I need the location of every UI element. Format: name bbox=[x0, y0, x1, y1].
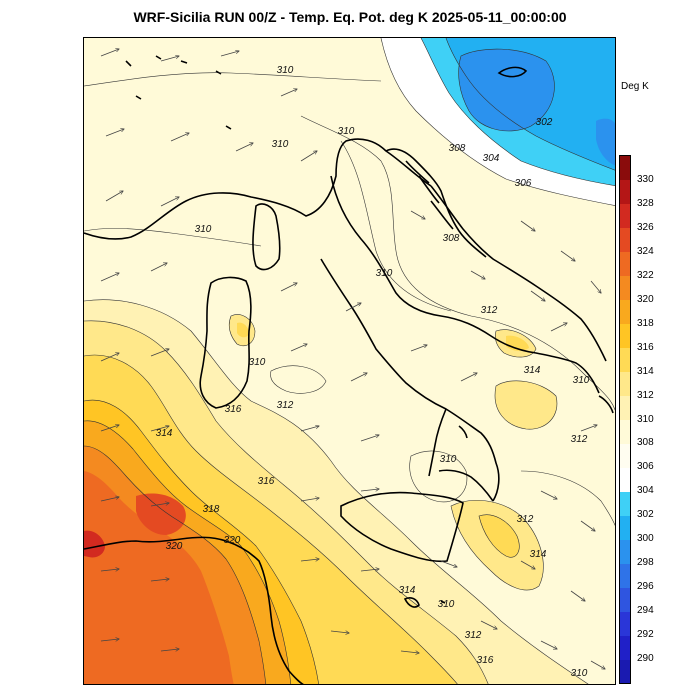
colorbar-tick-label: 304 bbox=[637, 485, 654, 497]
colorbar-segment bbox=[620, 203, 630, 229]
colorbar-tick-label: 322 bbox=[637, 269, 654, 281]
colorbar-tick-label: 330 bbox=[637, 173, 654, 185]
colorbar-tick-label: 310 bbox=[637, 413, 654, 425]
contour-label: 316 bbox=[225, 404, 242, 415]
colorbar-tick-label: 306 bbox=[637, 461, 654, 473]
field-328-west bbox=[84, 530, 105, 558]
wind-arrows bbox=[100, 49, 605, 669]
chart-title: WRF-Sicilia RUN 00/Z - Temp. Eq. Pot. de… bbox=[133, 9, 567, 25]
colorbar-tick-label: 326 bbox=[637, 221, 654, 233]
colorbar-tick-label: 314 bbox=[637, 365, 654, 377]
contour-label: 312 bbox=[277, 400, 294, 411]
contour-label: 308 bbox=[449, 143, 466, 154]
field-324-west bbox=[84, 471, 234, 684]
colorbar-tick-label: 320 bbox=[637, 293, 654, 305]
colorbar-segment bbox=[620, 491, 630, 516]
colorbar-tick-label: 294 bbox=[637, 605, 654, 617]
colorbar-segment bbox=[620, 539, 630, 564]
colorbar-segment bbox=[620, 563, 630, 588]
colorbar-segment bbox=[620, 227, 630, 253]
colorbar-segment bbox=[620, 323, 630, 349]
colorbar-tick-label: 298 bbox=[637, 557, 654, 569]
field-326-west bbox=[136, 493, 186, 535]
contour-label: 312 bbox=[517, 514, 534, 525]
contour-label: 310 bbox=[573, 375, 590, 386]
contour-label: 312 bbox=[481, 305, 498, 316]
contour-label: 318 bbox=[203, 504, 220, 515]
contour-label: 310 bbox=[272, 139, 289, 150]
contour-label: 304 bbox=[483, 153, 500, 164]
contour-label: 314 bbox=[530, 549, 547, 560]
contour-label: 312 bbox=[465, 630, 482, 641]
contour-label: 310 bbox=[195, 224, 212, 235]
contour-label: 310 bbox=[440, 454, 457, 465]
colorbar-segment bbox=[620, 299, 630, 325]
colorbar-tick-label: 292 bbox=[637, 629, 654, 641]
colorbar-segment bbox=[620, 635, 630, 660]
colorbar-tick-label: 324 bbox=[637, 245, 654, 257]
colorbar-segment bbox=[620, 275, 630, 301]
contour-label: 310 bbox=[571, 668, 588, 679]
contour-label: 308 bbox=[443, 233, 460, 244]
colorbar-tick-label: 290 bbox=[637, 653, 654, 665]
field-316-sardinia bbox=[237, 322, 249, 338]
colorbar-tick-label: 302 bbox=[637, 509, 654, 521]
contour-label: 314 bbox=[524, 365, 541, 376]
contour-label: 312 bbox=[571, 434, 588, 445]
colorbar-segment bbox=[620, 443, 630, 468]
contour-label: 310 bbox=[376, 268, 393, 279]
colorbar-segment bbox=[620, 587, 630, 612]
colorbar-segment bbox=[620, 659, 630, 684]
colorbar-segment bbox=[620, 179, 630, 205]
contour-label: 320 bbox=[166, 541, 183, 552]
contour-label: 306 bbox=[515, 178, 532, 189]
field-300-region bbox=[458, 49, 555, 131]
contour-label: 302 bbox=[536, 117, 553, 128]
colorbar-tick-label: 318 bbox=[637, 317, 654, 329]
colorbar-tick-label: 308 bbox=[637, 437, 654, 449]
contour-label: 320 bbox=[224, 535, 241, 546]
coastlines bbox=[84, 55, 614, 684]
contour-label: 316 bbox=[258, 476, 275, 487]
colorbar-segment bbox=[620, 347, 630, 373]
colorbar-segment bbox=[620, 395, 630, 420]
colorbar-tick-label: 328 bbox=[637, 197, 654, 209]
contour-lines bbox=[84, 38, 615, 684]
colorbar-segment bbox=[620, 251, 630, 277]
contour-label: 314 bbox=[399, 585, 416, 596]
colorbar-tick-label: 312 bbox=[637, 389, 654, 401]
colorbar-segment bbox=[620, 156, 630, 181]
colorbar-tick-label: 316 bbox=[637, 341, 654, 353]
colorbar-segment bbox=[620, 611, 630, 636]
map-panel: 310 310 310 308 304 306 302 310 308 310 312 310 314 3… bbox=[83, 37, 616, 685]
contour-label: 310 bbox=[338, 126, 355, 137]
colorbar-segment bbox=[620, 419, 630, 444]
colorbar-segment bbox=[620, 515, 630, 540]
contour-label: 310 bbox=[277, 65, 294, 76]
colorbar-tick-label: 296 bbox=[637, 581, 654, 593]
colorbar-tick-label: 300 bbox=[637, 533, 654, 545]
colorbar bbox=[619, 155, 631, 684]
map-svg: 310 310 310 308 304 306 302 310 308 310 312 310 314 3… bbox=[84, 38, 615, 684]
colorbar-segment bbox=[620, 467, 630, 492]
contour-label: 310 bbox=[438, 599, 455, 610]
colorbar-unit: Deg K bbox=[621, 81, 649, 92]
contour-label: 314 bbox=[156, 428, 173, 439]
field-314-calabria bbox=[495, 380, 557, 430]
colorbar-segment bbox=[620, 371, 630, 397]
contour-label: 310 bbox=[249, 357, 266, 368]
contour-labels: 310 310 310 308 304 306 302 310 308 310 312 310 314 3… bbox=[156, 65, 590, 679]
field-300b-region bbox=[596, 118, 615, 166]
contour-label: 316 bbox=[477, 655, 494, 666]
